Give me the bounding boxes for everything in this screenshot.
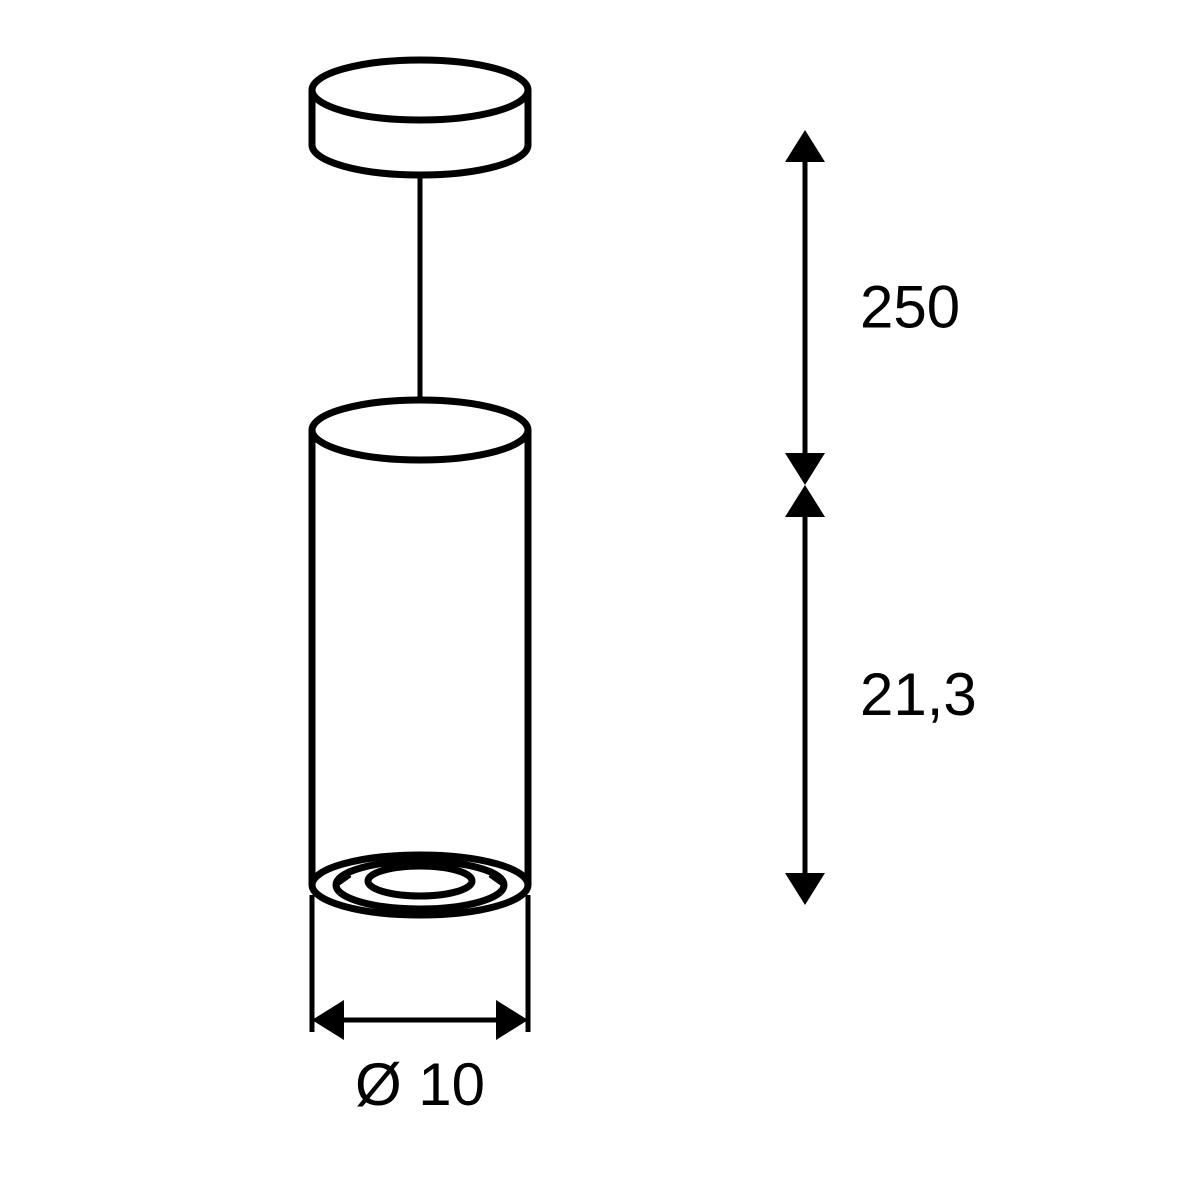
vertical-dimensions: 250 21,3 bbox=[785, 130, 977, 905]
pendant-light-dimension-diagram: 250 21,3 Ø 10 bbox=[0, 0, 1200, 1200]
dim-body-height: 21,3 bbox=[860, 661, 977, 728]
pendant-body bbox=[312, 400, 528, 915]
dim-cable-length: 250 bbox=[860, 274, 960, 341]
dim-diameter: Ø 10 bbox=[355, 1051, 485, 1118]
diameter-dimension: Ø 10 bbox=[312, 895, 528, 1118]
ceiling-canopy bbox=[312, 60, 528, 175]
